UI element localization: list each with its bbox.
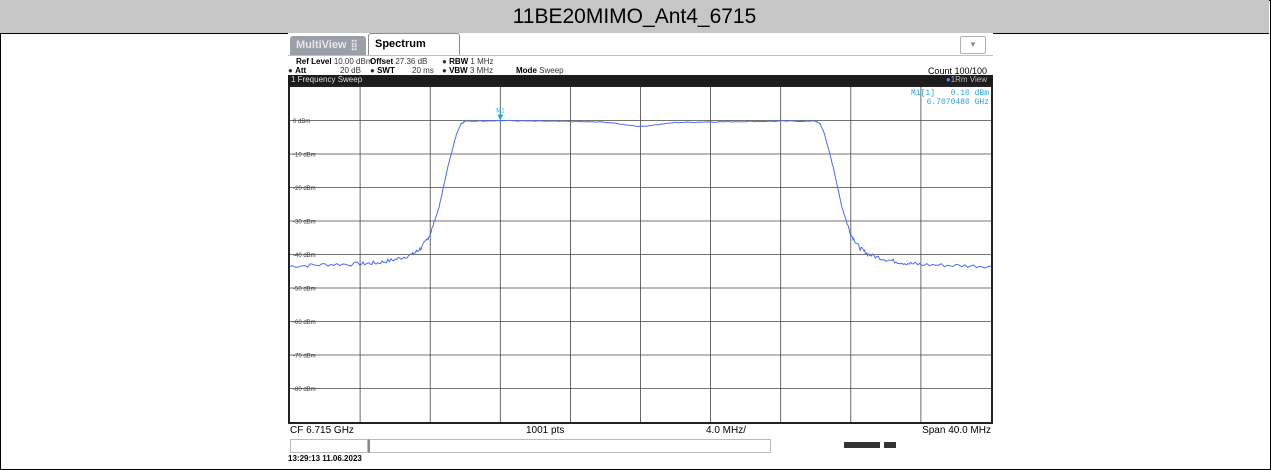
status-field-left: [290, 439, 368, 453]
analyzer-screen: MultiView ⣿ Spectrum ▼ Ref Level 10.00 dB…: [288, 33, 993, 453]
marker-readout-frequency: 6.7070480 GHz: [927, 98, 990, 107]
y-tick-label: 0 dBm: [293, 119, 310, 125]
grid-icon: ⣿: [350, 40, 358, 51]
settings-panel: Ref Level 10.00 dBm Offset 27.36 dB ● RB…: [288, 55, 993, 76]
y-tick-label: -10 dBm: [293, 153, 316, 159]
marker-readout-label: M1[1]: [911, 89, 935, 98]
tab-bar: MultiView ⣿ Spectrum ▼: [288, 33, 993, 55]
rbw-label: RBW: [449, 57, 469, 66]
chevron-down-icon[interactable]: ▼: [960, 36, 986, 54]
y-tick-label: -30 dBm: [293, 220, 316, 226]
vbw-value: 3 MHz: [469, 66, 494, 75]
vbw-label: VBW: [449, 66, 468, 75]
rbw: ● RBW 1 MHz: [442, 57, 494, 66]
timestamp: 13:29:13 11.06.2023: [288, 454, 362, 463]
att-label: Att: [295, 66, 307, 75]
y-tick-label: -20 dBm: [293, 186, 316, 192]
tab-multiview-label: MultiView: [296, 39, 347, 51]
spectrum-plot[interactable]: 0 dBm -10 dBm -20 dBm -30 dBm -40 dBm -50 dBm…: [288, 85, 993, 424]
ref-level-value: 10.00 dBm: [333, 57, 373, 66]
tab-multiview[interactable]: MultiView ⣿: [290, 36, 366, 55]
marker-m1-tag: M1: [496, 109, 505, 115]
sweep-points: 1001 pts: [526, 425, 565, 436]
y-tick-label: -70 dBm: [293, 354, 316, 360]
trace-line: [290, 119, 991, 269]
y-tick-label: -60 dBm: [293, 320, 316, 326]
vbw: ● VBW 3 MHz: [442, 66, 494, 75]
y-tick-label: -80 dBm: [293, 387, 316, 393]
frequency-per-division: 4.0 MHz/: [706, 425, 747, 436]
offset: Offset 27.36 dB: [370, 57, 427, 66]
offset-value: 27.36 dB: [395, 57, 428, 66]
swt-label: SWT: [377, 66, 395, 75]
swt: ● SWT: [370, 66, 395, 75]
tab-spectrum[interactable]: Spectrum: [368, 33, 460, 55]
marker-readout-level: 0.10 dBm: [951, 89, 990, 98]
status-indicator: [884, 442, 896, 448]
sweep-count: Count 100/100: [927, 66, 987, 76]
plot-footer: CF 6.715 GHz 1001 pts 4.0 MHz/ Span 40.0…: [288, 425, 993, 437]
mode: Mode Sweep: [516, 66, 564, 75]
frequency-span: Span 40.0 MHz: [922, 425, 991, 436]
rbw-value: 1 MHz: [470, 57, 494, 66]
trace-dot-icon: ●: [945, 75, 951, 84]
window-header: 1 Frequency Sweep ●1Rm View: [288, 75, 993, 85]
center-frequency: CF 6.715 GHz: [290, 425, 354, 436]
ref-level-label: Ref Level: [296, 57, 332, 66]
marker-m1: [497, 114, 504, 121]
status-field-main: [368, 439, 771, 453]
trace-label: 1Rm View: [950, 75, 987, 84]
window-name: 1 Frequency Sweep: [291, 75, 363, 84]
ref-level: Ref Level 10.00 dBm: [296, 57, 373, 66]
mode-value: Sweep: [539, 66, 564, 75]
att-value: 20 dB: [340, 66, 361, 75]
mode-label: Mode: [516, 66, 537, 75]
trace-info: ●1Rm View: [946, 75, 987, 85]
status-bar: [288, 437, 993, 453]
progress-indicator: [844, 442, 880, 448]
page-title: 11BE20MIMO_Ant4_6715: [0, 0, 1269, 34]
att: ● Att: [288, 66, 307, 75]
offset-label: Offset: [370, 57, 394, 66]
swt-value: 20 ms: [412, 66, 434, 75]
spectrum-chart: 0 dBm -10 dBm -20 dBm -30 dBm -40 dBm -50 dBm…: [290, 87, 991, 422]
y-tick-label: -50 dBm: [293, 287, 316, 293]
y-tick-label: -40 dBm: [293, 253, 316, 259]
